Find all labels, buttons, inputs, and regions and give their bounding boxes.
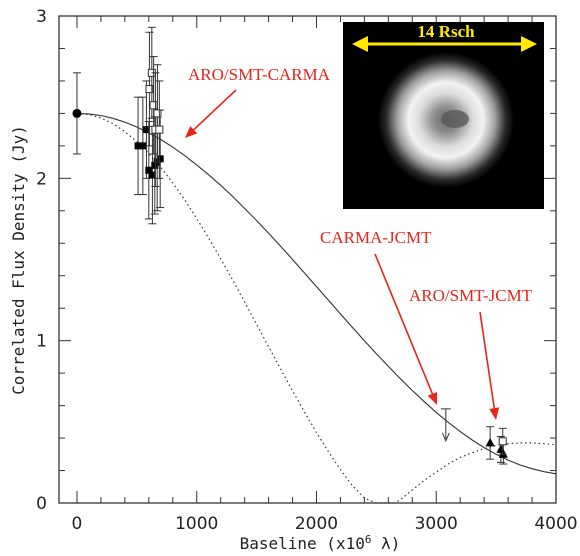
x-axis-title-text: Baseline (x10 (240, 534, 365, 553)
y-tick-label: 3 (36, 7, 47, 27)
annotation-label: ARO/SMT-CARMA (188, 65, 331, 84)
axis-ticks: 0 1000 2000 3000 4000 0 1 2 3 (36, 7, 577, 534)
data-point-square (145, 166, 153, 174)
annotation-label: ARO/SMT-JCMT (409, 286, 533, 305)
data-point-square (142, 126, 150, 134)
x-axis-title-superscript: 6 (365, 533, 372, 546)
data-point-triangle (498, 449, 508, 458)
x-tick-label: 3000 (415, 514, 458, 534)
annotation-arrow (193, 89, 237, 131)
data-point-open-square (155, 125, 164, 134)
x-tick-label: 2000 (295, 514, 338, 534)
annotation-arrowhead (185, 126, 198, 138)
data-point-square (148, 171, 156, 179)
data-point-square (156, 155, 164, 163)
annotation-arrowhead (489, 407, 500, 420)
data-points (72, 26, 508, 465)
data-point-square (134, 142, 142, 150)
y-tick-label: 1 (36, 332, 47, 352)
data-point-open-square (498, 437, 507, 446)
data-point-triangle (485, 437, 495, 447)
data-point-circle (72, 108, 82, 118)
ring-dark-spot (441, 110, 469, 128)
x-axis-title: Baseline (x106 λ) (240, 533, 401, 553)
x-tick-label: 4000 (534, 514, 577, 534)
inset-image: 14 Rsch (343, 22, 544, 209)
y-tick-label: 0 (36, 494, 47, 514)
y-tick-label: 2 (36, 169, 47, 189)
x-tick-label: 0 (72, 514, 83, 534)
data-point-open-square (145, 85, 154, 94)
inset-arrowhead-right (521, 36, 537, 52)
annotation-arrow (374, 253, 434, 395)
data-point-open-square (153, 109, 162, 118)
annotation-arrow (479, 311, 496, 409)
x-axis-title-unit: λ) (371, 534, 400, 553)
inset-scale-label: 14 Rsch (417, 22, 475, 41)
inset-arrowhead-left (352, 36, 368, 52)
y-axis-title: Correlated Flux Density (Jy) (9, 125, 28, 395)
x-tick-label: 1000 (175, 514, 218, 534)
plot-frame (58, 15, 557, 504)
annotation-arrowhead (427, 392, 438, 405)
annotations: ARO/SMT-CARMA CARMA-JCMT ARO/SMT-JCMT (185, 65, 533, 420)
upper-limit-arrow (441, 432, 450, 443)
data-point-square (139, 142, 147, 150)
plot-border (58, 15, 557, 504)
annotation-label: CARMA-JCMT (320, 228, 432, 247)
data-point-open-square (149, 101, 158, 110)
